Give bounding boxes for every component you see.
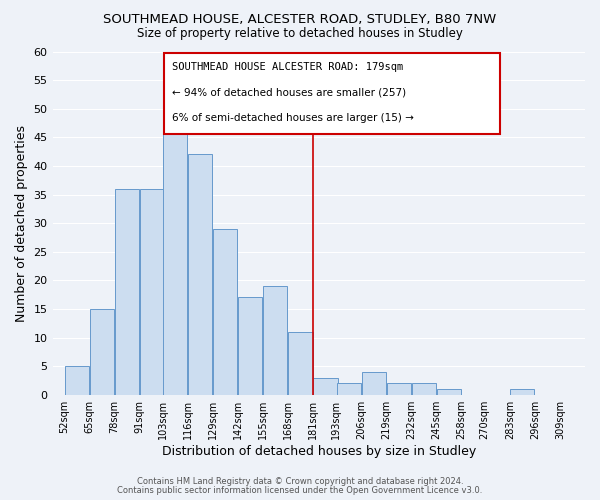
Bar [263, 286, 287, 395]
Bar [89, 309, 114, 394]
Text: 6% of semi-detached houses are larger (15) →: 6% of semi-detached houses are larger (1… [172, 114, 414, 124]
Bar [238, 298, 262, 394]
Bar [115, 189, 139, 394]
Bar [163, 120, 187, 394]
Bar [510, 389, 535, 394]
Bar [337, 384, 361, 394]
Bar [65, 366, 89, 394]
X-axis label: Distribution of detached houses by size in Studley: Distribution of detached houses by size … [161, 444, 476, 458]
Bar [313, 378, 338, 394]
Text: Contains public sector information licensed under the Open Government Licence v3: Contains public sector information licen… [118, 486, 482, 495]
Bar [412, 384, 436, 394]
Bar [188, 154, 212, 394]
Bar [289, 332, 313, 394]
Text: SOUTHMEAD HOUSE ALCESTER ROAD: 179sqm: SOUTHMEAD HOUSE ALCESTER ROAD: 179sqm [172, 62, 404, 72]
Text: SOUTHMEAD HOUSE, ALCESTER ROAD, STUDLEY, B80 7NW: SOUTHMEAD HOUSE, ALCESTER ROAD, STUDLEY,… [103, 12, 497, 26]
Bar [387, 384, 411, 394]
Bar [140, 189, 164, 394]
Bar [213, 229, 237, 394]
Text: Size of property relative to detached houses in Studley: Size of property relative to detached ho… [137, 28, 463, 40]
Bar [437, 389, 461, 394]
Text: Contains HM Land Registry data © Crown copyright and database right 2024.: Contains HM Land Registry data © Crown c… [137, 477, 463, 486]
Text: ← 94% of detached houses are smaller (257): ← 94% of detached houses are smaller (25… [172, 88, 406, 98]
Y-axis label: Number of detached properties: Number of detached properties [15, 124, 28, 322]
Bar [362, 372, 386, 394]
FancyBboxPatch shape [164, 53, 500, 134]
